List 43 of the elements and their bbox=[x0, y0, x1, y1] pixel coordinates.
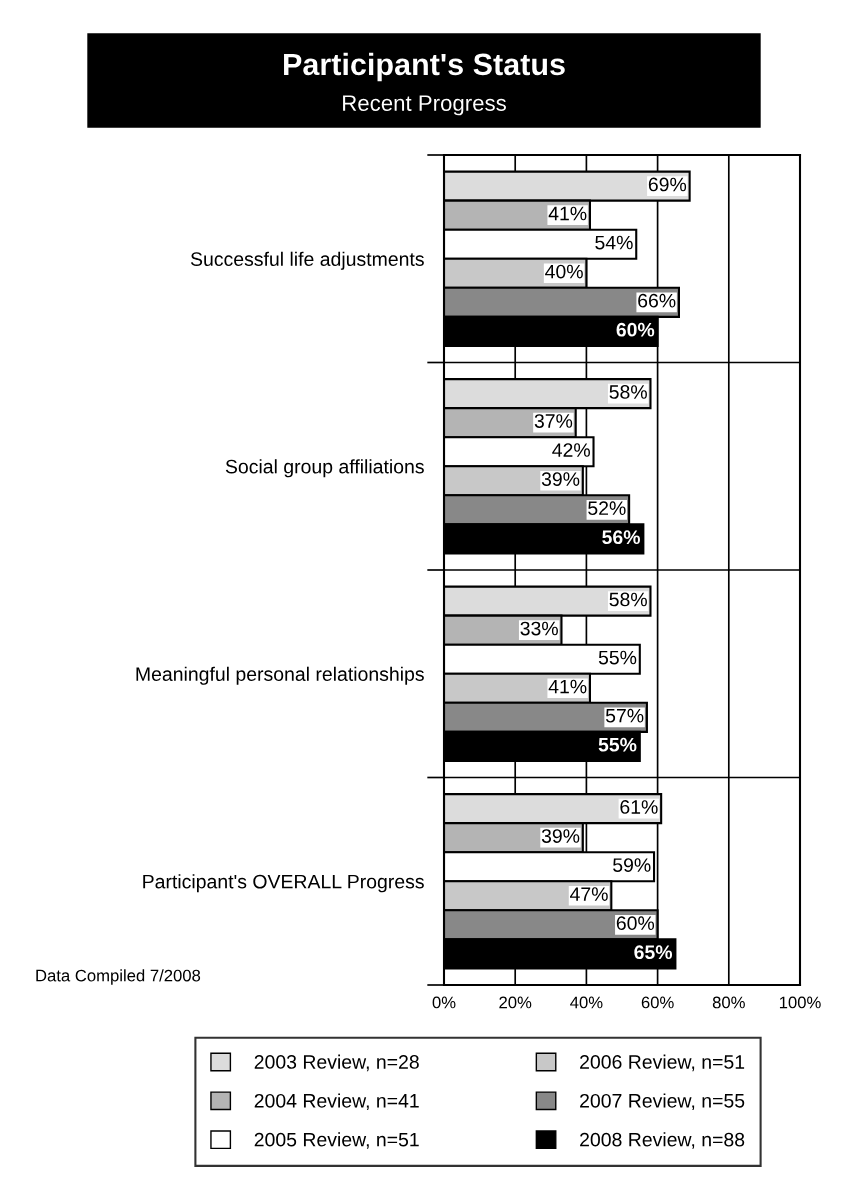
legend-label: 2008 Review, n=88 bbox=[580, 1132, 745, 1149]
data-label: 61% bbox=[620, 800, 658, 814]
data-label: 42% bbox=[552, 443, 590, 457]
y-tick-label: Participant's OVERALL Progress bbox=[143, 874, 424, 893]
data-label: 40% bbox=[545, 264, 583, 279]
data-label: 52% bbox=[588, 501, 626, 516]
x-tick-label: 0% bbox=[432, 996, 456, 1009]
data-label: 33% bbox=[520, 621, 558, 636]
data-label: 66% bbox=[638, 293, 676, 308]
data-label: 57% bbox=[605, 708, 644, 723]
data-label: 41% bbox=[548, 206, 587, 221]
text: Data Compiled 7/2008 bbox=[36, 969, 201, 985]
data-label: 55% bbox=[598, 650, 637, 665]
data-label: 47% bbox=[570, 887, 608, 901]
chart-subtitle: Recent Progress bbox=[343, 95, 506, 116]
x-tick-label: 80% bbox=[712, 996, 745, 1009]
data-label: 59% bbox=[613, 858, 651, 872]
data-label: 41% bbox=[548, 679, 587, 694]
y-tick-label: Social group affiliations bbox=[225, 459, 424, 478]
data-label: 54% bbox=[595, 235, 633, 250]
x-tick-label: 60% bbox=[641, 996, 674, 1009]
legend-label: 2007 Review, n=55 bbox=[580, 1093, 745, 1110]
x-tick-label: 20% bbox=[499, 996, 532, 1009]
x-tick-label: 100% bbox=[779, 996, 821, 1009]
data-label: 39% bbox=[541, 829, 580, 843]
data-label: 60% bbox=[616, 322, 655, 337]
data-label: 65% bbox=[634, 945, 673, 960]
data-label: 69% bbox=[648, 177, 687, 192]
data-label: 37% bbox=[534, 414, 573, 428]
data-label: 39% bbox=[541, 472, 580, 486]
data-label: 58% bbox=[609, 592, 647, 607]
data-label: 60% bbox=[616, 916, 655, 931]
legend-label: 2004 Review, n=41 bbox=[254, 1093, 419, 1110]
y-tick-label: Meaningful personal relationships bbox=[136, 666, 424, 685]
legend-label: 2006 Review, n=51 bbox=[580, 1054, 745, 1072]
legend-label: 2005 Review, n=51 bbox=[254, 1132, 419, 1149]
x-tick-label: 40% bbox=[570, 996, 603, 1009]
chart-title: Participant's Status bbox=[284, 52, 565, 82]
data-label: 56% bbox=[602, 530, 640, 545]
y-tick-label: Successful life adjustments bbox=[190, 251, 424, 270]
data-label: 55% bbox=[598, 737, 637, 752]
legend-label: 2003 Review, n=28 bbox=[254, 1054, 419, 1072]
data-label: 58% bbox=[609, 385, 647, 399]
